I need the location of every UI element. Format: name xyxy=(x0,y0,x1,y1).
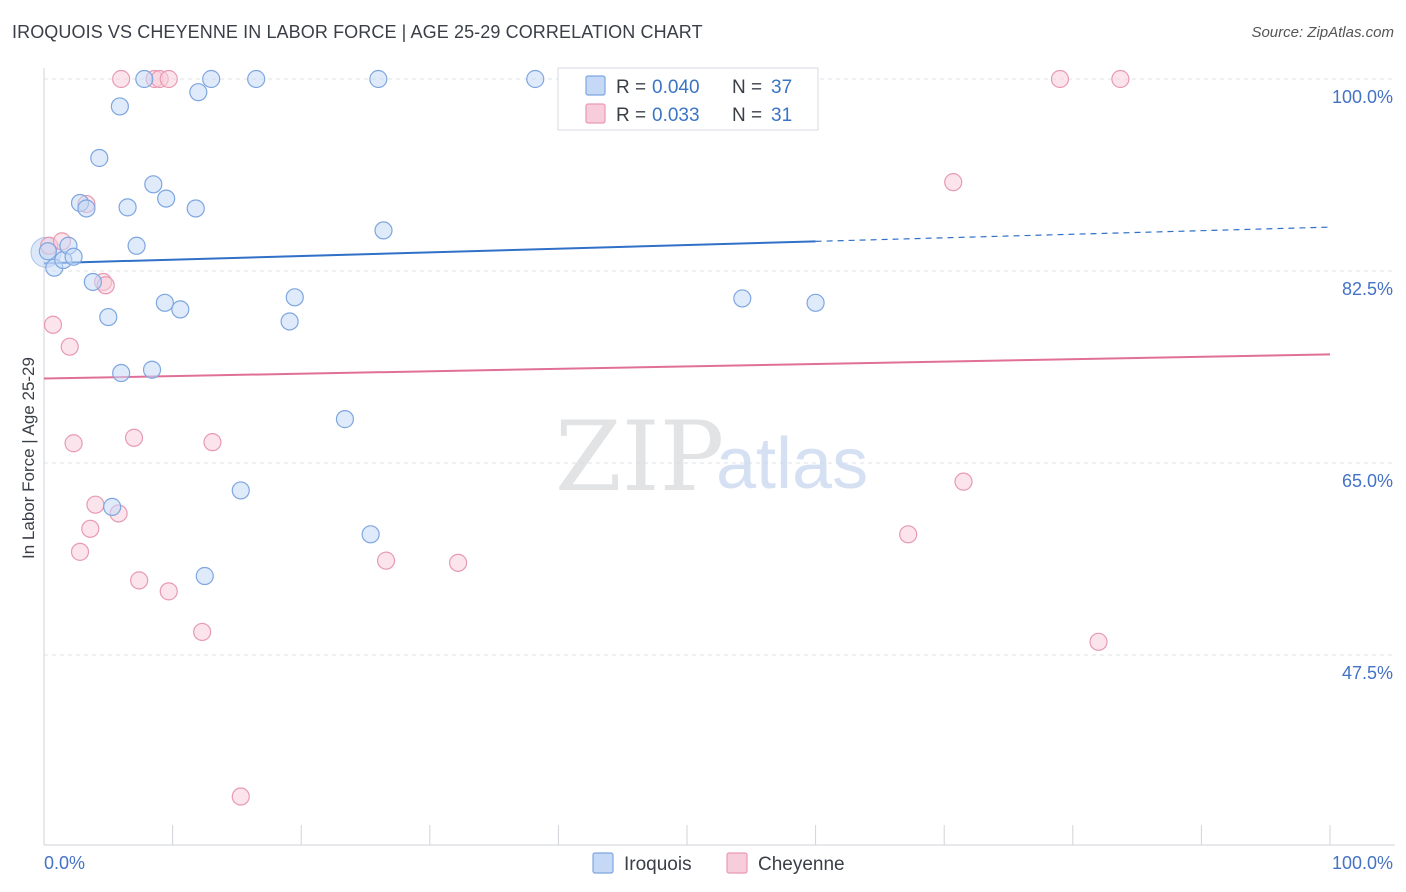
data-point-cheyenne xyxy=(159,69,178,89)
data-point-iroquois xyxy=(112,363,131,383)
data-point-iroquois xyxy=(285,288,304,307)
y-tick-label: 65.0% xyxy=(1342,471,1393,491)
data-point-iroquois xyxy=(142,360,162,379)
axes xyxy=(43,68,1395,846)
tick-labels: 100.0% 82.5% 65.0% 47.5% 0.0% 100.0% xyxy=(44,87,1393,873)
source-label: Source: ZipAtlas.com xyxy=(1251,24,1394,41)
data-point-iroquois xyxy=(157,189,176,208)
data-point-iroquois xyxy=(99,307,118,327)
data-point-cheyenne xyxy=(899,525,918,544)
legend-swatch-iroquois xyxy=(592,852,614,874)
data-point-cheyenne xyxy=(954,472,973,491)
data-point-iroquois xyxy=(247,69,266,89)
trend-lines xyxy=(43,226,1331,380)
data-point-iroquois xyxy=(733,289,752,308)
x-tick-label: 0.0% xyxy=(44,853,85,873)
data-point-cheyenne xyxy=(70,542,90,561)
data-point-cheyenne xyxy=(231,787,250,806)
data-point-iroquois xyxy=(83,272,102,292)
data-point-cheyenne xyxy=(81,519,100,538)
stats-n-label: N = xyxy=(732,77,762,98)
data-point-iroquois xyxy=(135,69,154,89)
stats-r-label: R = xyxy=(616,77,646,98)
watermark-zip: ZIP xyxy=(555,401,724,513)
data-point-cheyenne xyxy=(1050,69,1070,89)
data-point-cheyenne xyxy=(159,582,178,601)
stats-n-label: N = xyxy=(732,105,762,126)
y-tick-label: 100.0% xyxy=(1332,87,1393,107)
data-point-cheyenne xyxy=(203,433,222,452)
data-point-cheyenne xyxy=(1089,632,1108,651)
data-point-iroquois xyxy=(64,247,83,266)
data-point-cheyenne xyxy=(60,337,79,356)
stats-n-value: 31 xyxy=(771,105,792,126)
data-point-iroquois xyxy=(90,148,109,168)
data-point-iroquois xyxy=(38,242,57,261)
series-legend: Iroquois Cheyenne xyxy=(592,852,845,875)
data-point-cheyenne xyxy=(944,173,963,192)
data-point-cheyenne xyxy=(1111,69,1130,89)
data-point-iroquois xyxy=(186,199,205,218)
data-point-cheyenne xyxy=(43,315,63,334)
data-point-cheyenne xyxy=(130,571,149,590)
stats-n-value: 37 xyxy=(771,77,792,98)
data-point-iroquois xyxy=(374,221,393,240)
data-point-iroquois xyxy=(171,300,190,319)
data-point-iroquois xyxy=(144,175,163,194)
data-point-iroquois xyxy=(361,525,380,544)
stats-legend-swatch-iroquois xyxy=(585,75,606,96)
legend-label-cheyenne: Cheyenne xyxy=(758,854,845,875)
data-point-iroquois xyxy=(118,198,137,217)
data-point-iroquois xyxy=(127,236,146,255)
data-point-cheyenne xyxy=(86,495,105,514)
trend-line-cheyenne xyxy=(43,353,1331,380)
y-tick-label: 47.5% xyxy=(1342,663,1393,683)
data-point-cheyenne xyxy=(112,69,131,89)
legend-swatch-cheyenne xyxy=(726,852,748,874)
data-point-cheyenne xyxy=(193,622,212,642)
trend-line-iroquois xyxy=(43,240,816,265)
stats-legend: R = 0.040 N = 37 R = 0.033 N = 31 xyxy=(557,67,819,131)
data-point-iroquois xyxy=(155,293,174,312)
watermark-atlas: atlas xyxy=(716,424,868,504)
data-point-iroquois xyxy=(526,69,545,89)
y-axis-label: In Labor Force | Age 25-29 xyxy=(19,357,38,559)
data-point-iroquois xyxy=(103,497,122,516)
y-tick-label: 82.5% xyxy=(1342,279,1393,299)
data-point-iroquois xyxy=(110,97,129,116)
stats-r-value: 0.040 xyxy=(652,77,700,98)
chart-title: IROQUOIS VS CHEYENNE IN LABOR FORCE | AG… xyxy=(12,22,703,42)
data-point-iroquois xyxy=(335,410,355,429)
data-point-cheyenne xyxy=(376,551,396,570)
data-point-iroquois xyxy=(369,69,388,89)
grid-lines xyxy=(44,78,1395,656)
data-point-iroquois xyxy=(231,481,250,500)
data-points xyxy=(30,69,1130,806)
stats-legend-swatch-cheyenne xyxy=(585,103,606,124)
data-point-iroquois xyxy=(806,293,825,312)
data-point-cheyenne xyxy=(124,428,144,447)
trend-line-extension-iroquois xyxy=(815,226,1331,242)
data-point-iroquois xyxy=(77,199,96,218)
x-tick-label: 100.0% xyxy=(1332,853,1393,873)
data-point-cheyenne xyxy=(64,434,83,453)
legend-label-iroquois: Iroquois xyxy=(624,854,692,875)
stats-r-label: R = xyxy=(616,105,646,126)
stats-r-value: 0.033 xyxy=(652,105,700,126)
data-point-iroquois xyxy=(280,312,299,331)
data-point-iroquois xyxy=(189,83,208,102)
data-point-iroquois xyxy=(195,566,214,586)
data-point-cheyenne xyxy=(448,553,468,572)
data-point-iroquois xyxy=(202,69,221,89)
